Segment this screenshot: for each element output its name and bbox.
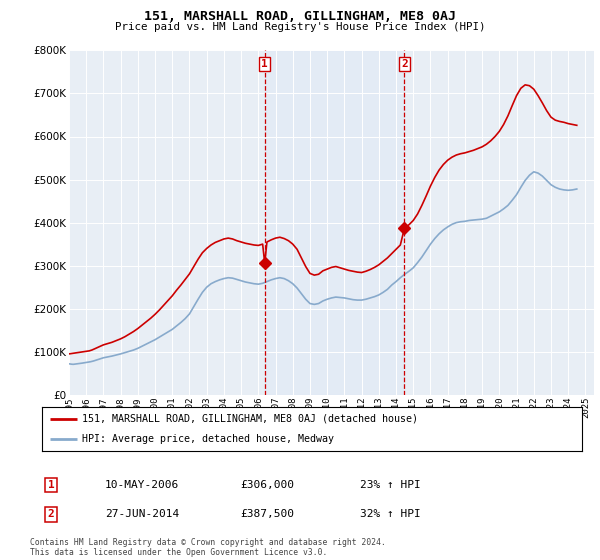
Bar bbox=[265, 50, 404, 395]
Text: 27-JUN-2014: 27-JUN-2014 bbox=[105, 509, 179, 519]
Text: 1: 1 bbox=[47, 480, 55, 490]
Text: 10-MAY-2006: 10-MAY-2006 bbox=[105, 480, 179, 490]
Text: 2: 2 bbox=[401, 59, 408, 69]
Text: 151, MARSHALL ROAD, GILLINGHAM, ME8 0AJ: 151, MARSHALL ROAD, GILLINGHAM, ME8 0AJ bbox=[144, 10, 456, 23]
Text: Price paid vs. HM Land Registry's House Price Index (HPI): Price paid vs. HM Land Registry's House … bbox=[115, 22, 485, 32]
Text: 32% ↑ HPI: 32% ↑ HPI bbox=[360, 509, 421, 519]
Text: 151, MARSHALL ROAD, GILLINGHAM, ME8 0AJ (detached house): 151, MARSHALL ROAD, GILLINGHAM, ME8 0AJ … bbox=[83, 414, 419, 424]
Text: 1: 1 bbox=[262, 59, 268, 69]
Text: Contains HM Land Registry data © Crown copyright and database right 2024.
This d: Contains HM Land Registry data © Crown c… bbox=[30, 538, 386, 557]
Text: HPI: Average price, detached house, Medway: HPI: Average price, detached house, Medw… bbox=[83, 434, 335, 444]
Text: 23% ↑ HPI: 23% ↑ HPI bbox=[360, 480, 421, 490]
Text: £387,500: £387,500 bbox=[240, 509, 294, 519]
Text: £306,000: £306,000 bbox=[240, 480, 294, 490]
Text: 2: 2 bbox=[47, 509, 55, 519]
